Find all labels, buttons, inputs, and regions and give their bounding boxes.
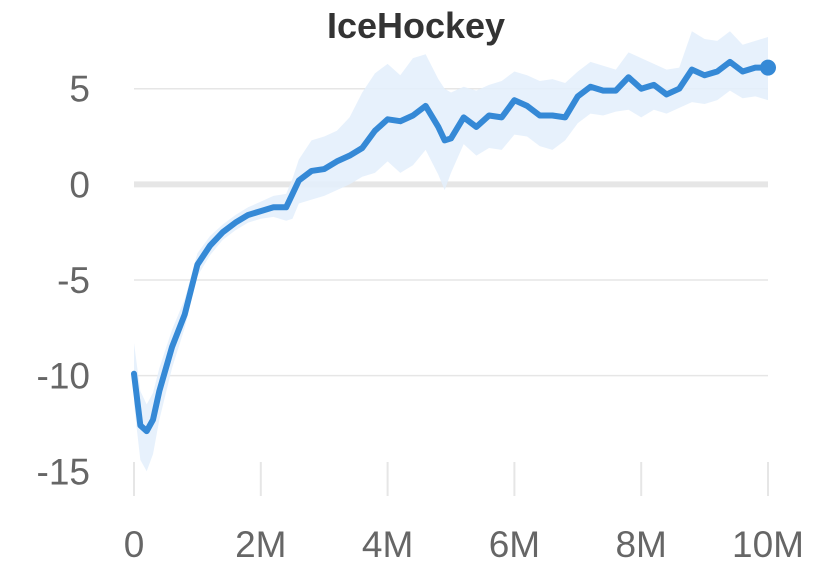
x-tick-label: 0 — [124, 524, 145, 565]
x-tick-label: 6M — [489, 524, 540, 565]
chart-title: IceHockey — [327, 5, 505, 46]
y-axis: 5 0 -5 -10 -15 — [37, 69, 90, 493]
mean-line-group — [131, 58, 776, 435]
x-tick-label: 8M — [615, 524, 666, 565]
x-tick-label: 2M — [235, 524, 286, 565]
x-axis: 0 2M 4M 6M 8M 10M — [124, 462, 804, 565]
y-tick-label: -10 — [37, 356, 90, 397]
y-tick-label: -5 — [57, 260, 90, 301]
series-end-point — [760, 59, 776, 76]
y-tick-label: -15 — [37, 451, 90, 492]
series-line — [131, 58, 771, 435]
y-tick-label: 0 — [69, 164, 90, 205]
confidence-band — [134, 31, 768, 472]
y-tick-label: 5 — [69, 69, 90, 110]
x-tick-label: 10M — [732, 524, 804, 565]
std-band — [134, 31, 768, 472]
x-tick-label: 4M — [362, 524, 413, 565]
